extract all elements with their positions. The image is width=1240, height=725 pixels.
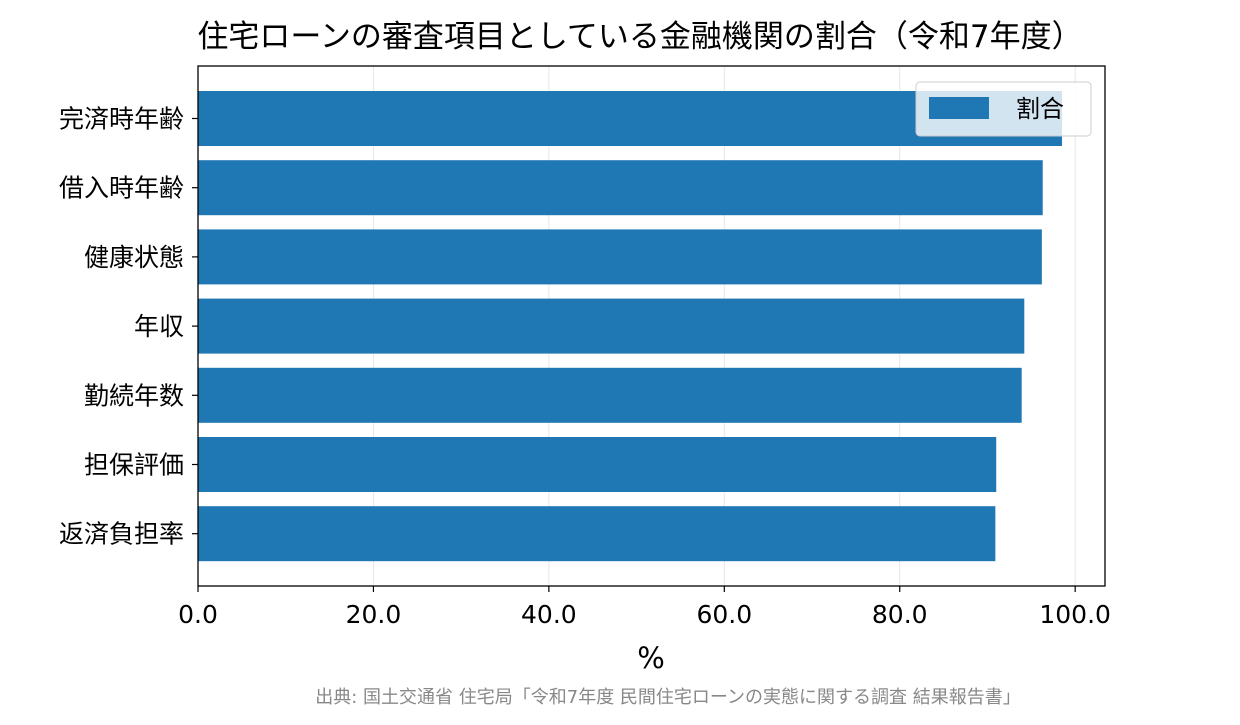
x-tick-label: 20.0 (346, 600, 402, 629)
bar (198, 437, 997, 492)
source-note: 出典: 国土交通省 住宅局「令和7年度 民間住宅ローンの実態に関する調査 結果報… (315, 687, 1021, 708)
x-tick-label: 60.0 (696, 600, 752, 629)
y-tick-label: 勤続年数 (84, 381, 184, 410)
bar (198, 160, 1043, 216)
y-tick-label: 健康状態 (84, 243, 184, 272)
y-tick-label: 担保評価 (84, 451, 184, 480)
legend-swatch (929, 97, 989, 119)
y-tick-label: 借入時年齢 (59, 174, 184, 203)
x-axis-label: % (637, 641, 665, 675)
chart-title: 住宅ローンの審査項目としている金融機関の割合（令和7年度） (197, 19, 1082, 55)
legend: 割合 (915, 81, 1092, 137)
bars (198, 91, 1063, 562)
x-tick-label: 80.0 (872, 600, 928, 629)
bar (198, 367, 1022, 423)
y-tick-label: 返済負担率 (59, 520, 184, 549)
y-tick-label: 年収 (134, 312, 184, 341)
x-axis-ticks: 0.0 20.0 40.0 60.0 80.0 100.0 (178, 586, 1111, 629)
x-tick-label: 40.0 (521, 600, 577, 629)
legend-box (915, 81, 1092, 137)
bar (198, 229, 1042, 285)
x-tick-label: 100.0 (1039, 600, 1111, 629)
x-tick-label: 0.0 (178, 600, 218, 629)
legend-label: 割合 (1016, 95, 1064, 123)
bar (198, 506, 996, 562)
bar (198, 298, 1025, 354)
y-tick-label: 完済時年齢 (59, 105, 184, 134)
